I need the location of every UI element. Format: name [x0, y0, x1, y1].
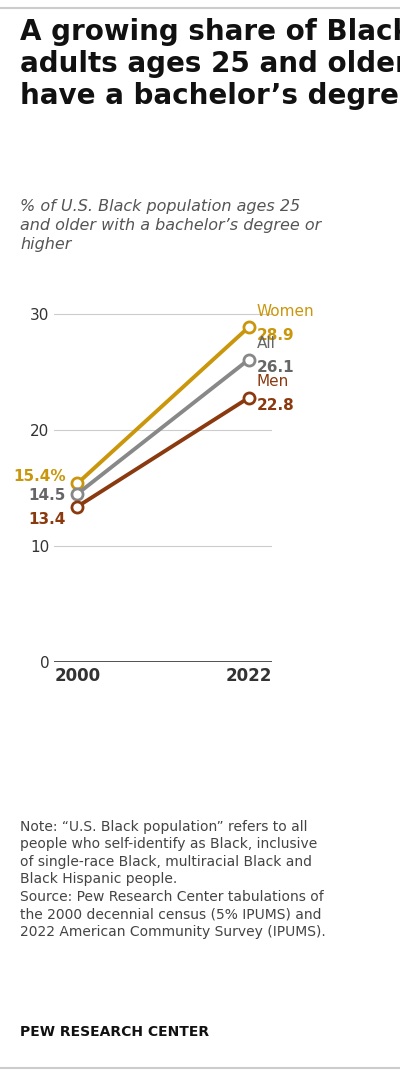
Text: A growing share of Black
adults ages 25 and older
have a bachelor’s degree: A growing share of Black adults ages 25 …	[20, 18, 400, 110]
Text: 13.4: 13.4	[28, 512, 66, 527]
Text: 15.4%: 15.4%	[13, 469, 66, 484]
Text: Men: Men	[256, 374, 289, 390]
Text: PEW RESEARCH CENTER: PEW RESEARCH CENTER	[20, 1025, 209, 1039]
Text: Note: “U.S. Black population” refers to all
people who self-identify as Black, i: Note: “U.S. Black population” refers to …	[20, 820, 326, 939]
Text: 22.8: 22.8	[256, 398, 294, 413]
Text: Women: Women	[256, 303, 314, 318]
Text: All: All	[256, 336, 275, 351]
Text: 28.9: 28.9	[256, 328, 294, 343]
Text: % of U.S. Black population ages 25
and older with a bachelor’s degree or
higher: % of U.S. Black population ages 25 and o…	[20, 199, 321, 253]
Text: 14.5: 14.5	[28, 487, 66, 502]
Text: 26.1: 26.1	[256, 360, 294, 376]
